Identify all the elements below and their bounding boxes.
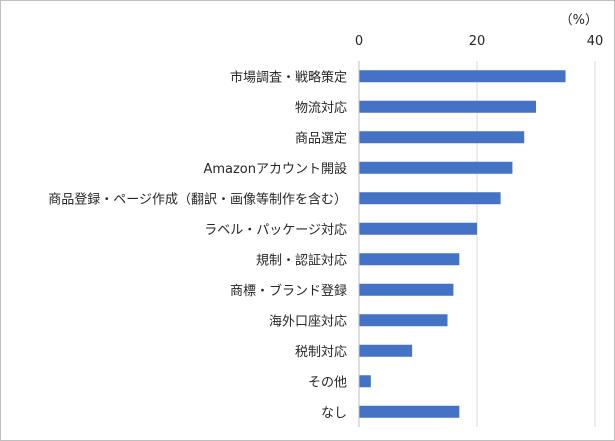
gridlines (476, 61, 596, 427)
tick-label-20: 20 (469, 34, 486, 49)
bar-5 (359, 222, 477, 235)
bar-9 (359, 344, 413, 357)
category-label-0: 市場調査・戦略策定 (230, 69, 347, 85)
category-label-4: 商品登録・ページ作成（翻訳・画像等制作を含む） (48, 191, 347, 207)
bar-4 (359, 192, 501, 205)
category-label-5: ラベル・パッケージ対応 (204, 223, 347, 238)
bar-11 (359, 405, 460, 418)
bar-0 (359, 70, 566, 83)
tick-labels: 0 20 40 (355, 34, 603, 49)
tick-label-0: 0 (355, 34, 363, 49)
category-label-6: 規制・認証対応 (256, 252, 347, 268)
bar-10 (359, 375, 371, 388)
bar-3 (359, 161, 513, 174)
bar-8 (359, 314, 448, 327)
bar-6 (359, 253, 460, 266)
bar-7 (359, 283, 454, 296)
category-label-2: 商品選定 (295, 131, 347, 146)
category-label-10: その他 (308, 375, 347, 390)
category-label-8: 海外口座対応 (269, 314, 347, 329)
bar-2 (359, 131, 525, 144)
category-label-11: なし (321, 406, 347, 421)
category-label-1: 物流対応 (295, 101, 347, 116)
category-label-3: Amazonアカウント開設 (203, 161, 347, 177)
bar-1 (359, 100, 536, 113)
category-label-9: 税制対応 (295, 345, 347, 360)
unit-label: （%） (560, 13, 598, 28)
category-label-7: 商標・ブランド登録 (230, 283, 347, 299)
bars (359, 70, 566, 418)
tick-label-40: 40 (587, 34, 604, 49)
